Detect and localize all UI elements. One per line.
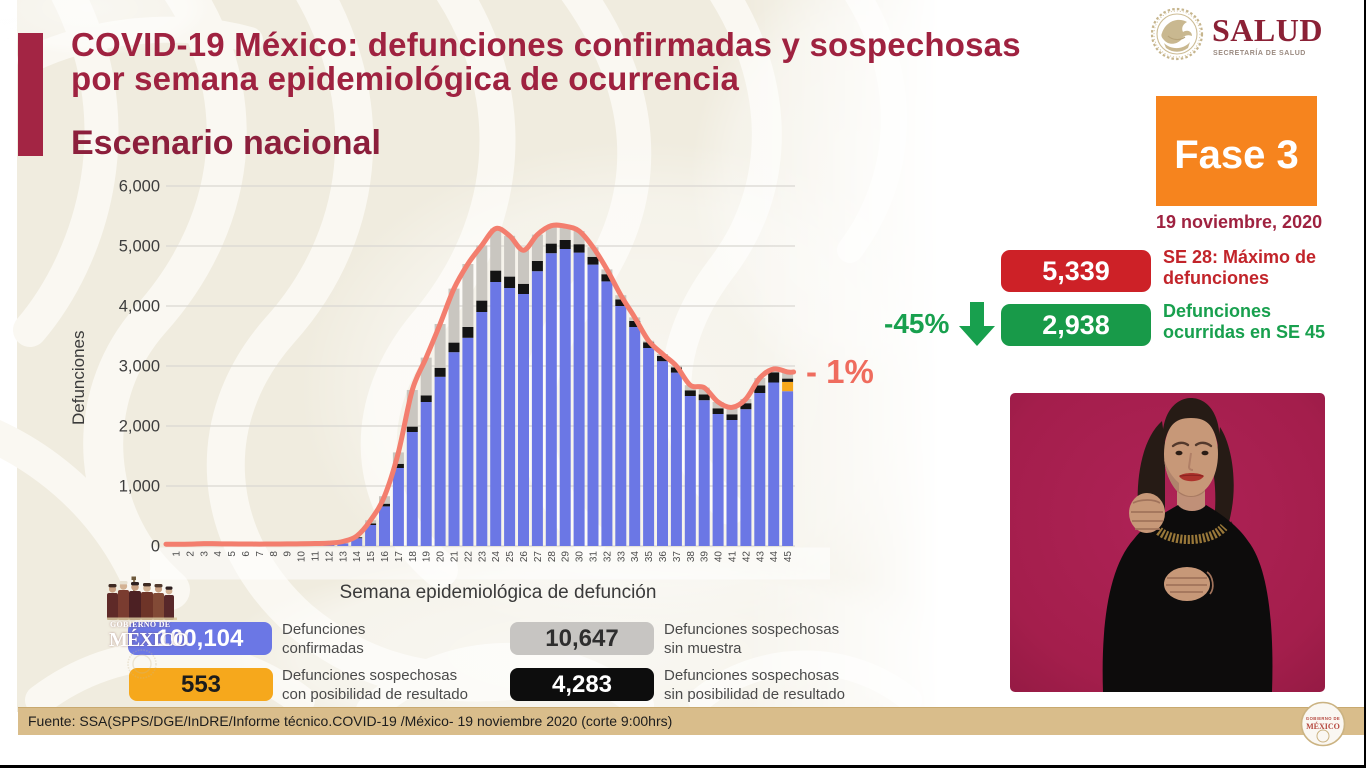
- svg-text:13: 13: [338, 551, 349, 563]
- svg-text:1,000: 1,000: [119, 478, 160, 496]
- svg-text:42: 42: [741, 551, 752, 563]
- svg-text:3: 3: [199, 551, 210, 557]
- svg-text:6,000: 6,000: [119, 178, 160, 196]
- svg-text:33: 33: [616, 551, 627, 563]
- svg-text:8: 8: [269, 551, 280, 557]
- svg-text:23: 23: [477, 551, 488, 563]
- svg-text:26: 26: [519, 551, 530, 563]
- svg-text:32: 32: [602, 551, 613, 563]
- svg-text:30: 30: [575, 551, 586, 563]
- svg-text:41: 41: [728, 551, 739, 563]
- svg-text:5: 5: [227, 551, 238, 557]
- svg-text:29: 29: [561, 551, 572, 563]
- svg-text:2: 2: [185, 551, 196, 557]
- svg-text:35: 35: [644, 551, 655, 563]
- svg-text:44: 44: [769, 551, 780, 563]
- svg-text:2,000: 2,000: [119, 418, 160, 436]
- svg-text:GOBIERNO DE: GOBIERNO DE: [1306, 716, 1340, 721]
- svg-text:37: 37: [672, 551, 683, 563]
- svg-text:40: 40: [714, 551, 725, 563]
- svg-text:1: 1: [172, 551, 183, 557]
- svg-text:18: 18: [408, 551, 419, 563]
- svg-text:12: 12: [324, 551, 335, 563]
- svg-text:0: 0: [151, 538, 160, 556]
- svg-text:25: 25: [505, 551, 516, 563]
- svg-text:4,000: 4,000: [119, 298, 160, 316]
- svg-text:22: 22: [463, 551, 474, 563]
- svg-text:21: 21: [450, 551, 461, 563]
- svg-text:31: 31: [589, 551, 600, 563]
- svg-text:Defunciones: Defunciones: [69, 330, 88, 425]
- svg-text:19: 19: [422, 551, 433, 563]
- svg-text:39: 39: [700, 551, 711, 563]
- svg-text:34: 34: [630, 551, 641, 563]
- svg-text:36: 36: [658, 551, 669, 563]
- svg-text:27: 27: [533, 551, 544, 563]
- svg-text:45: 45: [783, 551, 794, 563]
- svg-text:38: 38: [686, 551, 697, 563]
- svg-text:11: 11: [311, 551, 322, 562]
- svg-text:7: 7: [255, 551, 266, 557]
- svg-text:- 1%: - 1%: [806, 353, 874, 390]
- svg-text:10: 10: [297, 551, 308, 563]
- svg-text:Semana epidemiológica de defun: Semana epidemiológica de defunción: [340, 582, 657, 603]
- svg-text:28: 28: [547, 551, 558, 563]
- svg-text:20: 20: [436, 551, 447, 563]
- svg-text:MÉXICO: MÉXICO: [1306, 721, 1340, 731]
- svg-text:43: 43: [755, 551, 766, 563]
- svg-text:3,000: 3,000: [119, 358, 160, 376]
- svg-text:17: 17: [394, 551, 405, 563]
- svg-text:14: 14: [352, 551, 363, 563]
- svg-text:6: 6: [241, 551, 252, 557]
- svg-text:15: 15: [366, 551, 377, 563]
- svg-text:4: 4: [213, 551, 224, 557]
- svg-text:24: 24: [491, 551, 502, 563]
- svg-text:5,000: 5,000: [119, 238, 160, 256]
- svg-text:16: 16: [380, 551, 391, 563]
- svg-text:9: 9: [283, 551, 294, 557]
